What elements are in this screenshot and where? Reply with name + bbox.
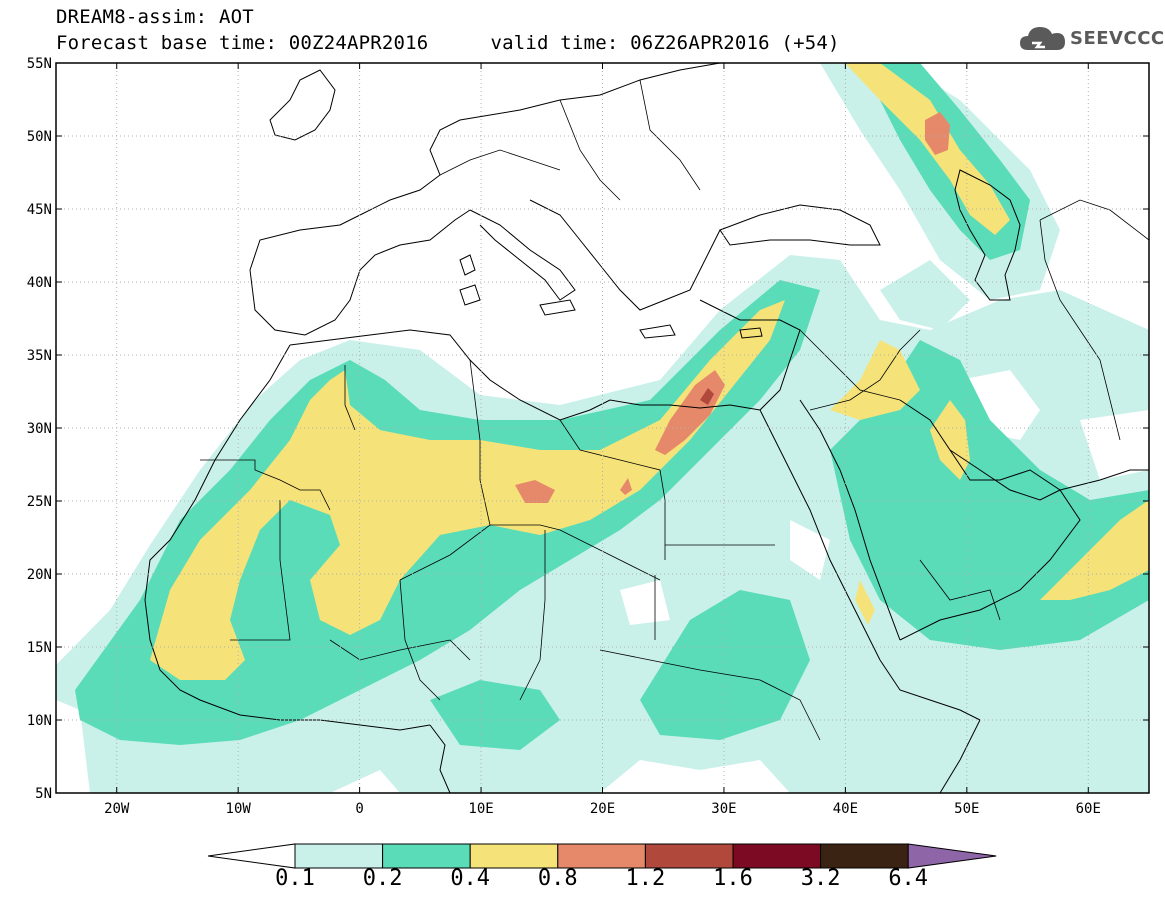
map-title: DREAM8-assim: AOT bbox=[56, 6, 254, 28]
colorbar-high-triangle bbox=[907, 843, 997, 869]
map-plot-area bbox=[56, 63, 1149, 793]
lon-label: 10E bbox=[468, 801, 493, 817]
colorbar-box bbox=[294, 843, 384, 869]
colorbar-box bbox=[557, 843, 646, 869]
lat-label: 20N bbox=[27, 567, 52, 583]
lat-label: 40N bbox=[27, 275, 52, 291]
coastlines bbox=[144, 63, 1149, 793]
lon-label: 40E bbox=[833, 801, 858, 817]
logo-text: SEEVCCC bbox=[1070, 28, 1165, 49]
lon-label: 20E bbox=[590, 801, 615, 817]
seevccc-logo: SEEVCCC bbox=[1018, 22, 1164, 56]
colorbar-box bbox=[732, 843, 822, 869]
colorbar-label: 6.4 bbox=[888, 866, 929, 891]
colorbar-label: 0.8 bbox=[537, 866, 578, 891]
axis-ticks bbox=[56, 62, 1149, 794]
lat-label: 50N bbox=[27, 129, 52, 145]
lon-label: 10W bbox=[226, 801, 252, 817]
country-borders bbox=[200, 79, 1149, 741]
forecast-base-time: Forecast base time: 00Z24APR2016 bbox=[56, 32, 429, 54]
lon-label: 0 bbox=[355, 801, 363, 817]
lat-lon-grid bbox=[56, 63, 1149, 793]
colorbar-label: 0.4 bbox=[450, 866, 491, 891]
lon-label: 50E bbox=[954, 801, 979, 817]
colorbar-label: 3.2 bbox=[800, 866, 841, 891]
lat-label: 10N bbox=[27, 713, 52, 729]
lat-label: 5N bbox=[35, 786, 52, 802]
colorbar bbox=[207, 843, 997, 869]
colorbar-box bbox=[382, 843, 471, 869]
colorbar-label: 0.2 bbox=[362, 866, 403, 891]
lat-label: 30N bbox=[27, 421, 52, 437]
colorbar-box bbox=[644, 843, 734, 869]
cloud-icon bbox=[1020, 27, 1065, 50]
latitude-labels: 55N 50N 45N 40N 35N 30N 25N 20N 15N 10N 5N bbox=[27, 56, 52, 802]
lat-label: 25N bbox=[27, 494, 52, 510]
lat-label: 45N bbox=[27, 202, 52, 218]
colorbar-low-triangle bbox=[207, 843, 296, 869]
lon-label: 60E bbox=[1076, 801, 1101, 817]
time-info: Forecast base time: 00Z24APR2016 valid ti… bbox=[56, 32, 840, 54]
aot-band-0.4 bbox=[150, 63, 1149, 680]
colorbar-label: 0.1 bbox=[275, 866, 315, 891]
colorbar-label: 1.2 bbox=[625, 866, 666, 891]
colorbar-box bbox=[820, 843, 909, 869]
lon-label: 20W bbox=[104, 801, 130, 817]
lat-label: 15N bbox=[27, 640, 52, 656]
valid-time: valid time: 06Z26APR2016 (+54) bbox=[490, 32, 840, 54]
longitude-labels: 20W 10W 0 10E 20E 30E 40E 50E 60E bbox=[104, 801, 1101, 817]
lat-label: 35N bbox=[27, 348, 52, 364]
aot-band-1.2 bbox=[700, 388, 714, 405]
colorbar-box bbox=[469, 843, 559, 869]
colorbar-label: 1.6 bbox=[713, 866, 753, 891]
lat-label: 55N bbox=[27, 56, 52, 72]
lon-label: 30E bbox=[711, 801, 736, 817]
